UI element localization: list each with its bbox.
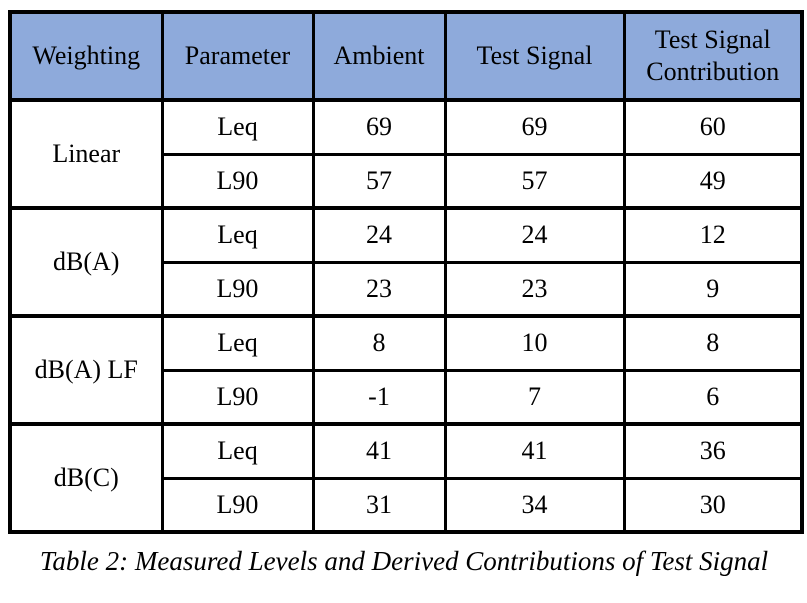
- ambient-cell: 57: [311, 152, 447, 210]
- weighting-cell-dba-lf: dB(A) LF: [8, 314, 164, 426]
- ambient-cell: -1: [311, 368, 447, 426]
- header-test-signal-contribution: Test Signal Contribution: [622, 10, 804, 102]
- contribution-cell: 6: [622, 368, 804, 426]
- test-signal-cell: 7: [443, 368, 626, 426]
- contribution-cell: 36: [622, 422, 804, 480]
- test-signal-cell: 57: [443, 152, 626, 210]
- parameter-cell: L90: [160, 368, 315, 426]
- ambient-cell: 8: [311, 314, 447, 372]
- ambient-cell: 24: [311, 206, 447, 264]
- table-row: Linear Leq 69 69 60: [8, 98, 804, 210]
- test-signal-cell: 23: [443, 260, 626, 318]
- parameter-cell: L90: [160, 476, 315, 534]
- parameter-cell: L90: [160, 152, 315, 210]
- table-row: L90 31 34 30: [10, 476, 804, 534]
- measurement-table: Weighting Parameter Ambient Test Signal …: [8, 10, 804, 534]
- parameter-cell: Leq: [160, 422, 315, 480]
- test-signal-cell: 41: [443, 422, 626, 480]
- table-header-row: Weighting Parameter Ambient Test Signal …: [8, 10, 804, 102]
- parameter-cell: Leq: [160, 98, 315, 156]
- header-parameter: Parameter: [160, 10, 315, 102]
- table-row: L90 -1 7 6: [10, 368, 804, 426]
- ambient-cell: 41: [311, 422, 447, 480]
- header-test-signal: Test Signal: [443, 10, 626, 102]
- ambient-cell: 23: [311, 260, 447, 318]
- test-signal-cell: 24: [443, 206, 626, 264]
- contribution-cell: 12: [622, 206, 804, 264]
- table-caption: Table 2: Measured Levels and Derived Con…: [39, 546, 769, 576]
- weighting-cell-dba: dB(A): [8, 206, 164, 318]
- weighting-cell-dbc: dB(C): [8, 422, 164, 534]
- test-signal-cell: 69: [443, 98, 626, 156]
- contribution-cell: 8: [622, 314, 804, 372]
- table-row: dB(C) Leq 41 41 36: [8, 422, 804, 534]
- parameter-cell: L90: [160, 260, 315, 318]
- parameter-cell: Leq: [160, 206, 315, 264]
- table-row: dB(A) LF Leq 8 10 8: [8, 314, 804, 426]
- contribution-cell: 60: [622, 98, 804, 156]
- contribution-cell: 49: [622, 152, 804, 210]
- ambient-cell: 31: [311, 476, 447, 534]
- table-row: L90 23 23 9: [10, 260, 804, 318]
- parameter-cell: Leq: [160, 314, 315, 372]
- table-row: L90 57 57 49: [10, 152, 804, 210]
- contribution-cell: 30: [622, 476, 804, 534]
- header-ambient: Ambient: [311, 10, 447, 102]
- table-row: dB(A) Leq 24 24 12: [8, 206, 804, 318]
- test-signal-cell: 34: [443, 476, 626, 534]
- ambient-cell: 69: [311, 98, 447, 156]
- header-weighting: Weighting: [8, 10, 164, 102]
- weighting-cell-linear: Linear: [8, 98, 164, 210]
- contribution-cell: 9: [622, 260, 804, 318]
- test-signal-cell: 10: [443, 314, 626, 372]
